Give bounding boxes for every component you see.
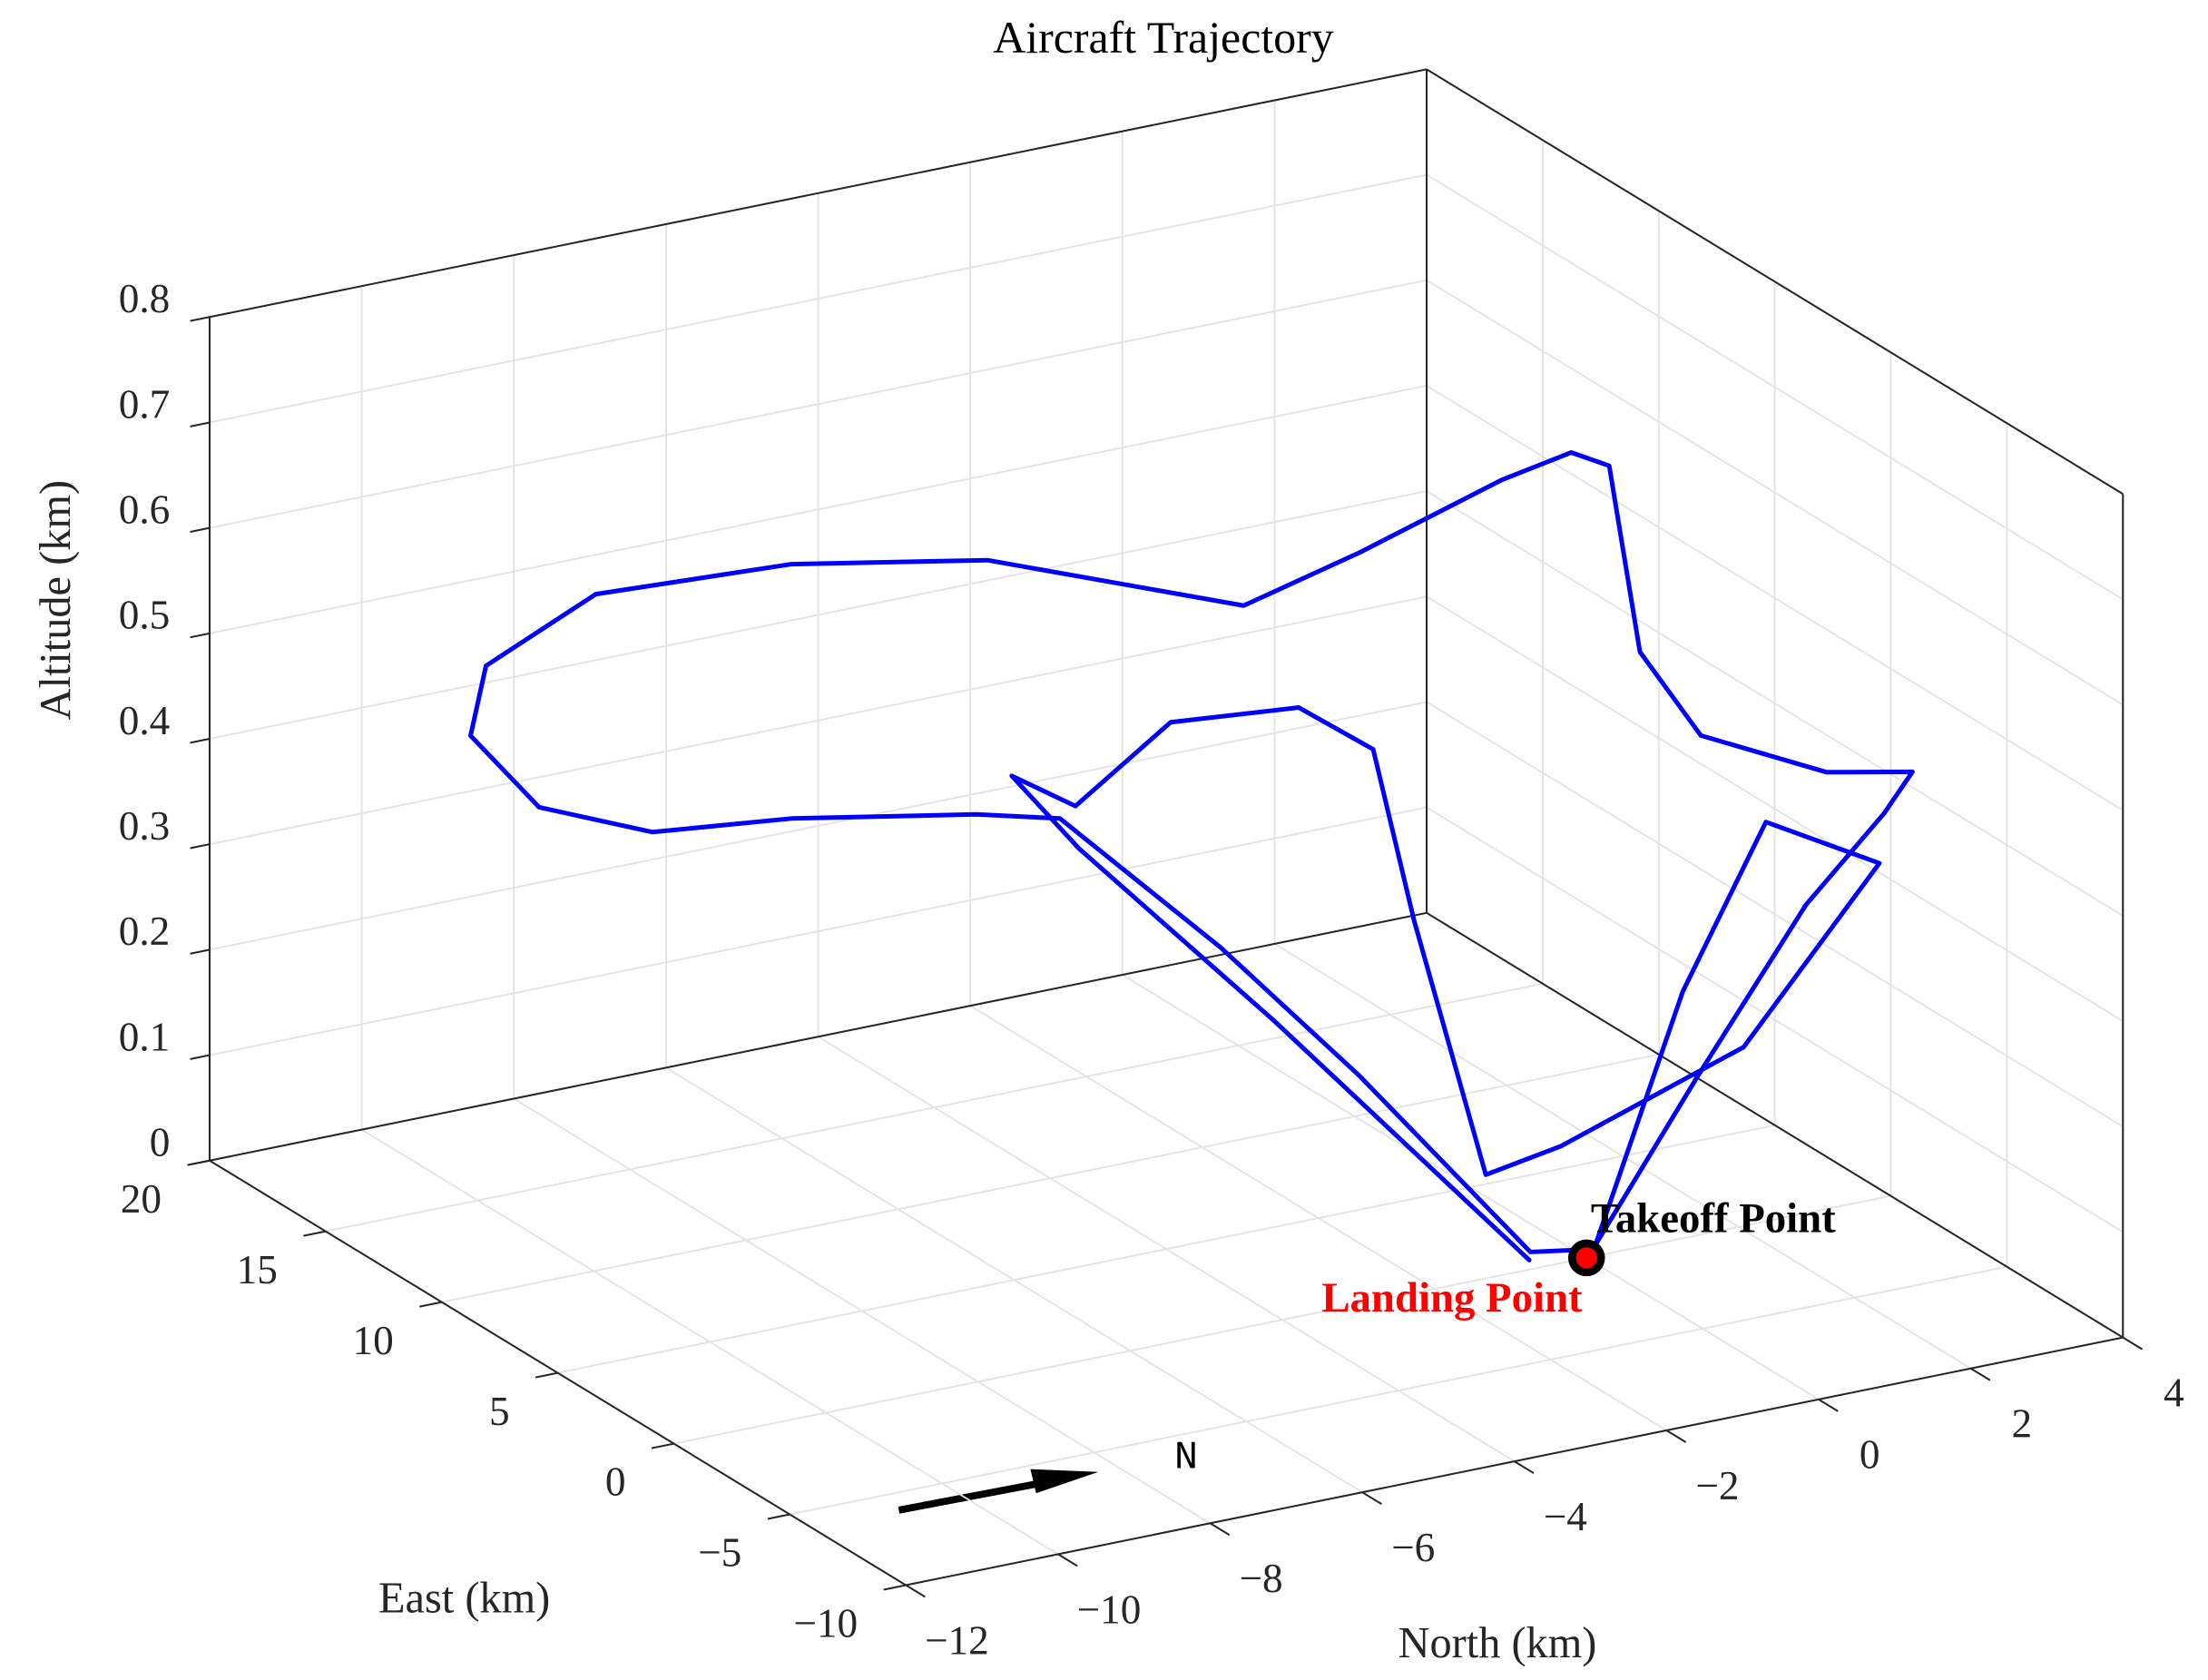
wall-grid-line xyxy=(209,385,1428,634)
z-tick xyxy=(190,316,211,322)
z-tick-label: 0.6 xyxy=(119,486,171,532)
wall-grid-line xyxy=(209,173,1428,424)
z-tick-label: 0.4 xyxy=(119,698,171,743)
wall-grid-line xyxy=(1426,279,2124,706)
floor-grid-line xyxy=(673,1194,1891,1445)
y-tick xyxy=(535,1371,558,1379)
y-tick-label: 20 xyxy=(121,1176,162,1222)
point-label: Takeoff Point xyxy=(1591,1195,1836,1243)
compass: N xyxy=(898,1437,1198,1514)
y-tick-label: 0 xyxy=(605,1459,626,1505)
x-tick xyxy=(1970,1367,1991,1381)
z-tick xyxy=(190,948,211,955)
wall-grid-line xyxy=(1426,595,2124,1022)
y-tick xyxy=(767,1513,790,1520)
floor-grid-line xyxy=(557,1124,1775,1374)
y-tick xyxy=(303,1230,327,1237)
point-marker xyxy=(1574,1245,1599,1271)
x-tick-label: −2 xyxy=(1695,1463,1739,1508)
x-tick xyxy=(905,1584,927,1598)
floor-grid-line xyxy=(441,1053,1659,1303)
z-tick-label: 0.8 xyxy=(119,276,171,321)
trajectory-line xyxy=(468,450,1915,1262)
z-tick xyxy=(190,421,211,427)
x-tick xyxy=(1057,1553,1078,1567)
x-tick-label: 2 xyxy=(2011,1401,2032,1447)
compass-shaft xyxy=(898,1478,1048,1514)
z-tick xyxy=(190,632,211,639)
z-tick-label: 0.7 xyxy=(119,381,171,427)
wall-grid-line xyxy=(209,279,1428,529)
x-tick-label: 0 xyxy=(1860,1432,1880,1478)
compass-head xyxy=(1030,1469,1099,1494)
z-tick xyxy=(190,843,211,850)
x-tick xyxy=(1361,1491,1382,1506)
x-tick-label: −4 xyxy=(1544,1494,1587,1539)
x-tick xyxy=(1514,1460,1535,1474)
z-tick xyxy=(190,738,211,744)
wall-grid-line xyxy=(1426,701,2124,1128)
wall-grid-line xyxy=(1426,490,2124,917)
z-tick-label: 0 xyxy=(150,1119,171,1164)
wall-grid-line xyxy=(209,806,1428,1056)
chart-title: Aircraft Trajectory xyxy=(993,13,1334,63)
wall-grid-line xyxy=(209,490,1428,740)
z-tick xyxy=(190,1054,211,1060)
compass-label: N xyxy=(1174,1437,1198,1481)
x-tick-label: −6 xyxy=(1391,1525,1435,1570)
y-tick-label: −5 xyxy=(698,1530,741,1576)
floor-grid-line xyxy=(790,1265,2007,1516)
y-tick xyxy=(419,1301,442,1308)
x-tick-label: 4 xyxy=(2164,1370,2184,1415)
y-tick-label: 10 xyxy=(352,1318,393,1363)
y-axis-label: East (km) xyxy=(378,1574,550,1622)
z-axis-label: Altitude (km) xyxy=(32,480,80,720)
x-tick-label: −10 xyxy=(1077,1587,1142,1632)
x-tick xyxy=(1818,1398,1839,1412)
z-tick xyxy=(190,526,211,534)
wall-grid-line xyxy=(1426,806,2124,1233)
point-label: Landing Point xyxy=(1321,1274,1583,1321)
wall-grid-line xyxy=(1426,385,2124,811)
z-tick-label: 0.1 xyxy=(119,1014,171,1059)
floor-grid-line xyxy=(325,982,1544,1233)
axis-edge xyxy=(1426,68,2124,496)
x-tick xyxy=(1665,1429,1687,1443)
y-tick-label: 5 xyxy=(489,1389,510,1434)
x-tick-label: −8 xyxy=(1240,1556,1283,1601)
axis-edge xyxy=(209,911,1428,1162)
y-tick xyxy=(883,1584,907,1591)
axis-edge xyxy=(209,68,1428,319)
x-tick xyxy=(1209,1522,1231,1537)
wall-grid-line xyxy=(1426,173,2124,601)
x-tick xyxy=(2122,1336,2144,1351)
x-axis-label: North (km) xyxy=(1398,1619,1597,1667)
wall-grid-line xyxy=(209,701,1428,951)
z-tick-label: 0.2 xyxy=(119,909,171,954)
y-tick-label: 15 xyxy=(237,1247,278,1292)
z-tick xyxy=(190,1159,211,1166)
y-tick xyxy=(651,1442,674,1449)
axis-edge xyxy=(1426,911,2124,1339)
x-tick-label: −12 xyxy=(925,1617,989,1663)
z-tick-label: 0.3 xyxy=(119,803,171,849)
y-tick-label: −10 xyxy=(793,1601,858,1646)
wall-grid-line xyxy=(209,595,1428,846)
z-tick-label: 0.5 xyxy=(119,593,171,638)
